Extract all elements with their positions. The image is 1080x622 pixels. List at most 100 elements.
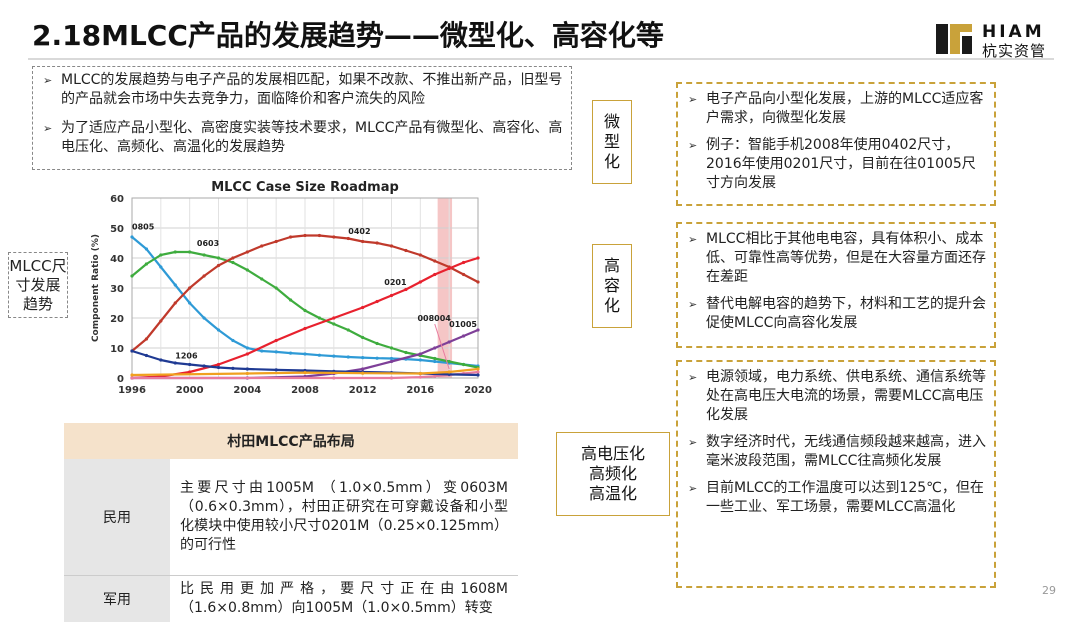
data-point [361, 306, 364, 309]
voltage-box: ➢ 电源领域，电力系统、供电系统、通信系统等处在高电压大电流的场景，需要MLCC… [676, 360, 996, 588]
capacity-bullet-text: 替代电解电容的趋势下，材料和工艺的提升会促使MLCC向高容化发展 [706, 296, 986, 331]
data-point [231, 261, 234, 264]
series-label: 0805 [132, 223, 155, 232]
series-label: 1206 [175, 352, 198, 361]
data-point [246, 268, 249, 271]
arrow-bullet-icon: ➢ [688, 136, 697, 155]
data-point [145, 337, 148, 340]
y-tick-label: 0 [117, 374, 124, 385]
data-point [145, 354, 148, 357]
data-point [476, 367, 479, 370]
data-point [390, 360, 393, 363]
chart-title: MLCC Case Size Roadmap [211, 180, 399, 195]
row-label-military: 军用 [64, 576, 170, 622]
arrow-bullet-icon: ➢ [43, 71, 52, 90]
tag-voltage: 高电压化 高频化 高温化 [556, 432, 670, 516]
y-tick-label: 50 [110, 224, 124, 235]
data-point [289, 298, 292, 301]
data-point [448, 360, 451, 363]
data-point [318, 316, 321, 319]
data-point [246, 346, 249, 349]
arrow-bullet-icon: ➢ [688, 295, 697, 314]
data-point [217, 256, 220, 259]
data-point [390, 346, 393, 349]
data-point [390, 244, 393, 247]
data-point [202, 274, 205, 277]
arrow-bullet-icon: ➢ [688, 90, 697, 109]
company-logo: HIAM 杭实资管 [934, 22, 1054, 58]
series-label: 01005 [449, 320, 477, 329]
x-tick-label: 2012 [349, 385, 377, 396]
data-point [275, 240, 278, 243]
data-point [419, 358, 422, 361]
data-point [159, 319, 162, 322]
intro-bullet-text: 为了适应产品小型化、高密度实装等技术要求，MLCC产品有微型化、高容化、高电压化… [61, 120, 562, 155]
data-point [390, 357, 393, 360]
data-point [332, 235, 335, 238]
data-point [217, 366, 220, 369]
y-tick-label: 40 [110, 254, 124, 265]
series-label: 008004 [417, 314, 451, 323]
intro-bullet: ➢ 为了适应产品小型化、高密度实装等技术要求，MLCC产品有微型化、高容化、高电… [41, 119, 563, 157]
x-tick-label: 2016 [406, 385, 434, 396]
data-point [202, 316, 205, 319]
data-point [390, 376, 393, 379]
capacity-bullet: ➢ MLCC相比于其他电电容，具有体积小、成本低、可靠性高等优势，但是在大容量方… [686, 230, 986, 287]
data-point [159, 253, 162, 256]
arrow-bullet-icon: ➢ [688, 368, 697, 387]
data-point [390, 294, 393, 297]
data-point [318, 234, 321, 237]
data-point [303, 234, 306, 237]
data-point [174, 250, 177, 253]
data-point [332, 322, 335, 325]
data-point [188, 250, 191, 253]
data-point [217, 363, 220, 366]
intro-bullet: ➢ MLCC的发展趋势与电子产品的发展相匹配，如果不改款、不推出新产品，旧型号的… [41, 71, 563, 109]
data-point [476, 280, 479, 283]
table-header: 村田MLCC产品布局 [64, 423, 518, 459]
data-point [347, 355, 350, 358]
data-point [202, 364, 205, 367]
data-point [275, 286, 278, 289]
row-label-civil: 民用 [64, 459, 170, 576]
data-point [130, 274, 133, 277]
page-title: 2.18MLCC产品的发展趋势——微型化、高容化等 [32, 14, 664, 54]
capacity-bullet: ➢ 替代电解电容的趋势下，材料和工艺的提升会促使MLCC向高容化发展 [686, 295, 986, 333]
arrow-bullet-icon: ➢ [688, 479, 697, 498]
data-point [217, 264, 220, 267]
micro-bullet-text: 例子：智能手机2008年使用0402尺寸，2016年使用0201尺寸，目前在往0… [706, 137, 976, 191]
data-point [303, 371, 306, 374]
series-label: 0402 [348, 227, 370, 236]
data-point [332, 316, 335, 319]
x-tick-label: 2000 [176, 385, 204, 396]
arrow-bullet-icon: ➢ [688, 433, 697, 452]
data-point [246, 372, 249, 375]
data-point [231, 339, 234, 342]
data-point [419, 352, 422, 355]
intro-bullet-text: MLCC的发展趋势与电子产品的发展相匹配，如果不改款、不推出新产品，旧型号的产品… [61, 72, 562, 107]
data-point [188, 370, 191, 373]
data-point [462, 334, 465, 337]
data-point [332, 376, 335, 379]
data-point [375, 357, 378, 360]
tag-capacity-text: 高容化 [601, 256, 623, 316]
data-point [260, 349, 263, 352]
data-point [275, 350, 278, 353]
data-point [318, 354, 321, 357]
x-tick-label: 2020 [464, 385, 492, 396]
page-number: 29 [1042, 584, 1056, 597]
data-point [361, 336, 364, 339]
data-point [159, 358, 162, 361]
title-divider [28, 58, 1054, 60]
data-point [462, 273, 465, 276]
data-point [202, 253, 205, 256]
data-point [476, 256, 479, 259]
data-point [217, 328, 220, 331]
table-row: 民用 主要尺寸由1005M （1.0×0.5mm）变0603M（0.6×0.3m… [64, 459, 518, 576]
data-point [462, 363, 465, 366]
data-point [174, 301, 177, 304]
table-row: 军用 比民用更加严格，要尺寸正在由1608M（1.6×0.8mm）向1005M（… [64, 576, 518, 622]
series-label: 0201 [384, 278, 407, 287]
data-point [404, 351, 407, 354]
